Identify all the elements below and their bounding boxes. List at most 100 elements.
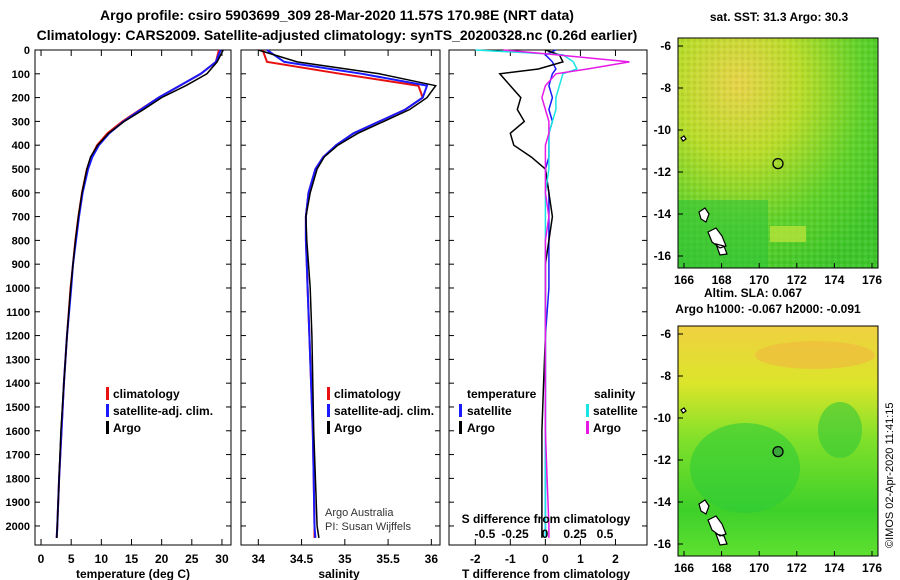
lat-tick-label: -16 [654, 249, 672, 263]
temperature-argo-line [55, 49, 224, 538]
legend-s-sat-swatch [586, 404, 589, 417]
sla-green-blob-east [818, 402, 862, 458]
legend-argo-swatch [106, 421, 109, 434]
legend-sat-label: satellite-adj. clim. [334, 404, 434, 418]
x-tick-label: 20 [155, 552, 169, 566]
temperature-climatology-line [55, 49, 220, 538]
lon-tick-label: 172 [787, 273, 807, 287]
figure-title-line1: Argo profile: csiro 5903699_309 28-Mar-2… [100, 7, 574, 23]
sst-lon-axis: 166 168 170 172 174 176 [674, 263, 882, 287]
depth-tick-label: 2000 [6, 521, 30, 533]
temperature-series [55, 49, 224, 538]
temperature-legend: climatology satellite-adj. clim. Argo [106, 387, 213, 435]
temperature-plot-frame [34, 49, 232, 546]
depth-tick-label: 800 [12, 235, 30, 247]
x-tick-label: 2 [612, 552, 619, 566]
credit-line1: Argo Australia [325, 507, 394, 519]
lat-tick-label: -10 [654, 123, 672, 137]
sla-map-title1: Altim. SLA: 0.067 [704, 286, 802, 300]
legend-salinity-title: salinity [594, 387, 636, 401]
legend-sat-swatch [327, 404, 330, 417]
depth-tick-label: 300 [12, 116, 30, 128]
depth-tick-label: 1900 [6, 497, 30, 509]
x-tick-label: 15 [125, 552, 139, 566]
sst-cool-patch [678, 200, 768, 268]
x-tick-label: 25 [185, 552, 199, 566]
sla-map-title2: Argo h1000: -0.067 h2000: -0.091 [675, 302, 861, 316]
salinity-argo-line [258, 49, 437, 539]
depth-tick-label: 1300 [6, 354, 30, 366]
figure-title-line2: Climatology: CARS2009. Satellite-adjuste… [37, 27, 638, 43]
x-tick-label: -1 [505, 552, 516, 566]
difference-x-axis: -2 -1 0 1 2 [470, 50, 619, 566]
lon-tick-label: 172 [787, 561, 807, 575]
difference-legend: temperature salinity satellite Argo sate… [459, 387, 638, 435]
depth-tick-label: 400 [12, 140, 30, 152]
lat-tick-label: -8 [660, 81, 671, 95]
depth-tick-label: 600 [12, 188, 30, 200]
lat-tick-label: -14 [654, 207, 672, 221]
x-tick-label: 0 [38, 552, 45, 566]
sst-island-outline [680, 135, 728, 256]
depth-tick-label: 1400 [6, 378, 30, 390]
salinity-series [258, 49, 437, 539]
depth-axis: 0 100 200 300 400 500 600 700 800 900 1000 1100 1200… [6, 45, 647, 533]
x-tick-label: 10 [95, 552, 109, 566]
sla-island-outline [680, 407, 728, 546]
legend-s-sat-label: satellite [593, 404, 638, 418]
legend-s-argo-swatch [586, 421, 589, 434]
diff-salinity-satellite-line [475, 49, 578, 538]
diff-axis-label: T difference from climatology [462, 567, 630, 580]
salinity-satellite-line [266, 49, 429, 538]
s-tick-label: -0.25 [501, 527, 529, 541]
depth-tick-label: 1600 [6, 426, 30, 438]
legend-clim-swatch [106, 387, 109, 400]
lat-tick-label: -12 [654, 453, 672, 467]
depth-tick-label: 500 [12, 164, 30, 176]
legend-argo-swatch [327, 421, 330, 434]
s-difference-label: S difference from climatology [462, 512, 631, 526]
legend-sat-swatch [106, 404, 109, 417]
sla-green-blob [690, 423, 800, 513]
sst-map [677, 37, 879, 269]
temperature-axis-label: temperature (deg C) [76, 567, 190, 580]
lon-tick-label: 176 [862, 273, 882, 287]
lat-tick-label: -16 [654, 537, 672, 551]
depth-tick-label: 700 [12, 212, 30, 224]
depth-tick-label: 1700 [6, 450, 30, 462]
legend-sat-label: satellite-adj. clim. [113, 404, 213, 418]
depth-tick-label: 1100 [6, 307, 30, 319]
salinity-climatology-line [261, 49, 424, 538]
legend-argo-label: Argo [113, 421, 141, 435]
lon-tick-label: 168 [712, 273, 732, 287]
salinity-x-axis: 34 34.5 35 35.5 36 [252, 50, 439, 566]
x-tick-label: 34 [252, 552, 266, 566]
legend-t-argo-label: Argo [467, 421, 495, 435]
depth-tick-label: 0 [24, 45, 30, 57]
lat-tick-label: -8 [660, 369, 671, 383]
depth-tick-label: 100 [12, 69, 30, 81]
imos-watermark: ©IMOS 02-Apr-2020 11:41:15 [884, 403, 896, 548]
lon-tick-label: 166 [674, 273, 694, 287]
s-tick-label: -0.5 [475, 527, 496, 541]
x-tick-label: -2 [470, 552, 481, 566]
x-tick-label: 34.5 [290, 552, 314, 566]
depth-tick-label: 200 [12, 93, 30, 105]
sst-float-marker [772, 157, 784, 170]
sla-map-frame [677, 325, 879, 557]
depth-tick-label: 900 [12, 259, 30, 271]
lat-tick-label: -6 [660, 39, 671, 53]
lat-tick-label: -14 [654, 495, 672, 509]
difference-plot-frame [448, 49, 648, 546]
depth-tick-label: 1000 [6, 283, 30, 295]
sst-map-title: sat. SST: 31.3 Argo: 30.3 [710, 10, 849, 24]
lat-tick-label: -6 [660, 327, 671, 341]
lat-tick-label: -12 [654, 165, 672, 179]
x-tick-label: 36 [425, 552, 439, 566]
sla-lon-axis: 166 168 170 172 174 176 [674, 551, 882, 575]
credit-line2: PI: Susan Wijffels [325, 521, 411, 533]
legend-s-argo-label: Argo [593, 421, 621, 435]
s-difference-tick-labels: -0.5 -0.25 0 0.25 0.5 [475, 527, 614, 541]
sla-map [677, 325, 879, 557]
